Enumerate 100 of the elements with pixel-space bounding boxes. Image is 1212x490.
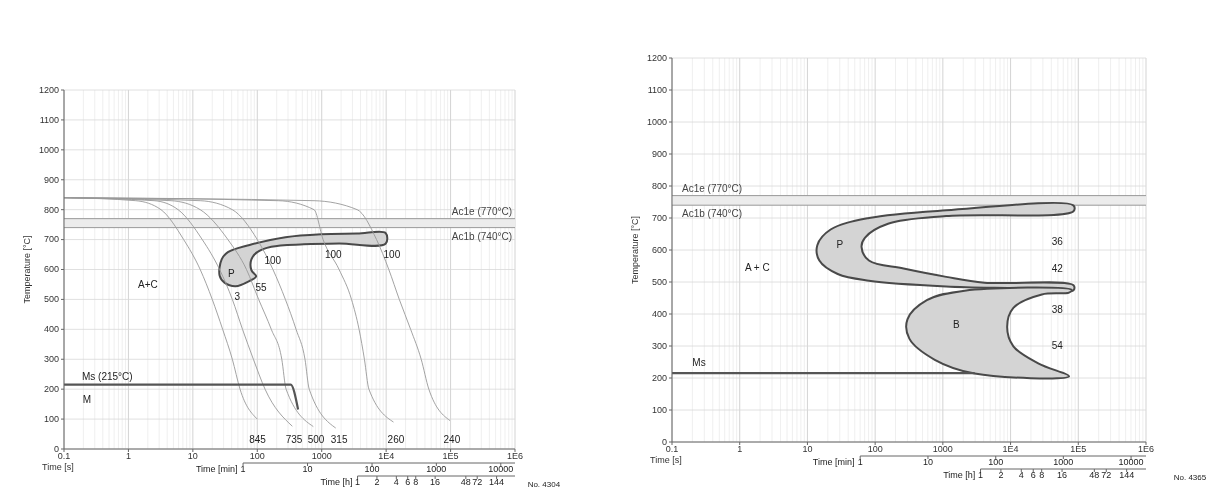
annotation: 100 [264, 255, 282, 267]
text: 10000 [488, 464, 514, 475]
annotation: 55 [255, 281, 268, 293]
text: Time [h] [320, 477, 353, 488]
annotation: A+C [138, 278, 158, 290]
ref-line-label: Ac1b (740°C) [682, 208, 743, 220]
annotation: 100 [383, 248, 401, 260]
x-tick-label: 10 [802, 444, 813, 454]
y-axis-title: Temperature [°C] [22, 235, 32, 304]
x-tick-label: 10 [187, 451, 198, 461]
annotation: P [227, 268, 235, 280]
y-tick-label: 900 [651, 148, 667, 159]
y-tick-label: 1000 [38, 144, 59, 155]
text: No. 4304 [527, 480, 561, 490]
x-tick-label: 1E6 [506, 451, 524, 461]
annotation: M [82, 393, 92, 405]
y-tick-label: 0 [661, 436, 667, 447]
annotation: 3 [234, 290, 241, 302]
annotation: 38 [1051, 303, 1064, 315]
y-tick-label: 0 [53, 443, 59, 454]
text: 10000 [1118, 457, 1144, 468]
x-tick-label: 1E6 [1137, 444, 1155, 454]
annotation: 240 [443, 433, 461, 445]
annotation: 845 [249, 433, 267, 445]
text: 4 [393, 477, 399, 488]
x-tick-label: 1E5 [442, 451, 459, 461]
y-tick-label: 500 [651, 276, 667, 287]
x-axis-title: Time [s] [42, 462, 74, 472]
x-tick-label: 1000 [311, 451, 332, 461]
y-tick-label: 900 [43, 174, 59, 185]
y-tick-label: 1100 [39, 114, 59, 125]
annotation: B [953, 318, 961, 330]
text: 144 [489, 477, 505, 488]
y-tick-label: 300 [43, 354, 59, 365]
text: 16 [430, 477, 441, 488]
x-tick-label: 100 [867, 444, 883, 454]
y-tick-label: 1100 [647, 84, 667, 95]
text: 2 [998, 470, 1004, 481]
y-tick-label: 200 [651, 372, 667, 383]
x-tick-label: 1E4 [1002, 444, 1019, 454]
text: 72 [472, 477, 483, 488]
x-axis-title: Time [s] [650, 455, 682, 465]
text: Time [min] [812, 457, 855, 468]
annotation: Ms (215°C) [81, 370, 133, 382]
text: No. 4365 [1173, 473, 1207, 483]
x-tick-label: 1E5 [1070, 444, 1087, 454]
text: 48 [1089, 470, 1100, 481]
text: 10 [302, 464, 313, 475]
x-tick-label: 1 [737, 444, 743, 454]
annotation: 54 [1051, 340, 1064, 352]
y-tick-label: 700 [43, 234, 59, 245]
x-tick-label: 1 [125, 451, 131, 461]
x-tick-label: 1000 [932, 444, 953, 454]
y-tick-label: 800 [43, 204, 59, 215]
text: 1000 [426, 464, 447, 475]
y-tick-label: 600 [43, 264, 59, 275]
annotation: Ms [692, 357, 706, 369]
y-tick-label: 700 [651, 212, 667, 223]
ref-line-label: Ac1e (770°C) [682, 182, 743, 194]
y-tick-label: 1200 [38, 84, 59, 95]
annotation: 42 [1051, 262, 1064, 274]
text: 72 [1101, 470, 1112, 481]
annotation: P [836, 238, 844, 250]
y-tick-label: 1200 [646, 52, 667, 63]
y-tick-label: 400 [651, 308, 667, 319]
y-tick-label: 100 [43, 413, 59, 424]
y-tick-label: 100 [651, 404, 667, 415]
y-tick-label: 1000 [646, 116, 667, 127]
text: 144 [1119, 470, 1135, 481]
annotation: 500 [307, 433, 325, 445]
text: 1 [240, 464, 246, 475]
text: 6 [1030, 470, 1036, 481]
y-tick-label: 800 [651, 180, 667, 191]
x-tick-label: 1E4 [378, 451, 395, 461]
annotation: 36 [1051, 235, 1064, 247]
text: 6 [405, 477, 411, 488]
annotation: 315 [330, 433, 348, 445]
annotation: 100 [324, 249, 343, 261]
text: 2 [374, 477, 380, 488]
text: 1 [978, 470, 984, 481]
text: Time [h] [943, 470, 976, 481]
annotation: 735 [285, 433, 303, 445]
text: Time [min] [195, 464, 238, 475]
ref-line-label: Ac1e (770°C) [451, 205, 512, 217]
text: 8 [1039, 470, 1045, 481]
annotation: 260 [387, 433, 405, 445]
y-tick-label: 500 [43, 294, 59, 305]
text: 8 [413, 477, 419, 488]
text: 1 [355, 477, 361, 488]
ref-line-label: Ac1b (740°C) [451, 230, 512, 242]
y-tick-label: 400 [43, 324, 59, 335]
text: 100 [364, 464, 380, 475]
text: 16 [1057, 470, 1068, 481]
y-tick-label: 600 [651, 244, 667, 255]
text: 4 [1018, 470, 1024, 481]
y-tick-label: 200 [43, 384, 59, 395]
y-axis-title: Temperature [°C] [630, 215, 640, 285]
y-tick-label: 300 [651, 340, 667, 351]
x-tick-label: 100 [249, 451, 265, 461]
text: 48 [460, 477, 471, 488]
